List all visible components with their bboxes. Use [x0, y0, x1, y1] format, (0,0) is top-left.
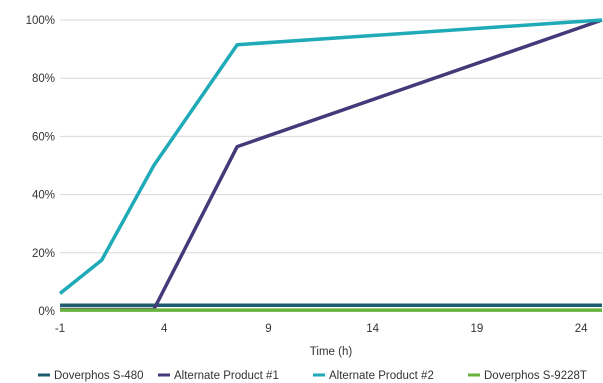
x-tick-label: 9 [265, 323, 271, 335]
x-axis-ticks: -1 4 9 14 19 24 [55, 323, 588, 335]
x-axis-label: Time (h) [310, 346, 353, 358]
legend-label: Doverphos S-480 [54, 370, 144, 382]
y-tick-label: 20% [32, 248, 55, 260]
legend-label: Alternate Product #1 [174, 370, 279, 382]
series-lines [58, 18, 603, 312]
y-tick-label: 100% [26, 15, 55, 27]
legend-label: Doverphos S-9228T [484, 370, 587, 382]
legend: Doverphos S-480 Alternate Product #1 Alter… [38, 370, 587, 382]
gridlines [60, 19, 602, 254]
x-tick-label: 14 [366, 323, 379, 335]
x-tick-label: 19 [471, 323, 484, 335]
y-tick-label: 80% [32, 73, 55, 85]
x-tick-label: 4 [161, 323, 168, 335]
legend-label: Alternate Product #2 [329, 370, 434, 382]
y-tick-label: 40% [32, 190, 55, 202]
series-line [60, 18, 603, 312]
x-tick-label: -1 [55, 323, 65, 335]
series-line [58, 18, 603, 295]
y-tick-label: 0% [38, 306, 55, 318]
y-tick-label: 60% [32, 131, 55, 143]
y-axis-ticks: 0% 20% 40% 60% 80% 100% [26, 15, 55, 318]
x-tick-label: 24 [575, 323, 588, 335]
